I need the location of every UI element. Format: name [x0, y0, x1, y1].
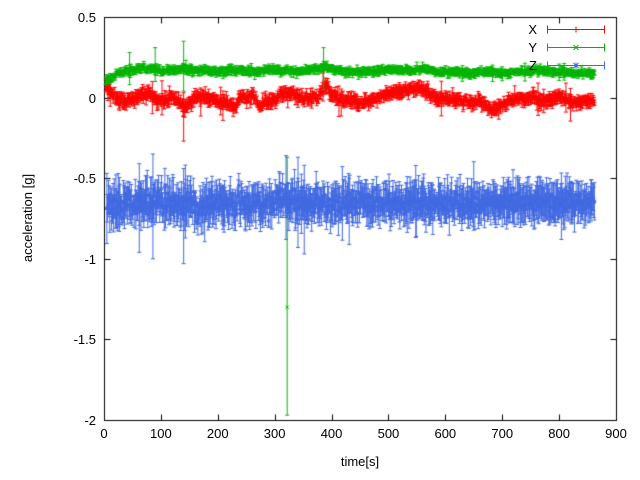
- y-tick-label: -1: [84, 251, 96, 267]
- y-tick-label: -2: [84, 413, 96, 428]
- y-tick-label: 0.5: [77, 10, 96, 25]
- y-tick-label: -0.5: [73, 171, 96, 187]
- legend-sample-x-errorbar-icon: [547, 25, 605, 33]
- legend-label-x: X: [528, 21, 537, 37]
- y-axis-tick-labels: 0.5 0 -0.5 -1 -1.5 -2: [0, 0, 96, 480]
- x-axis-tick-labels: 0 100 200 300 400 500 600 700 800 900: [0, 426, 640, 442]
- legend-label-y: Y: [528, 39, 537, 55]
- x-tick-label: 0: [100, 426, 108, 441]
- x-tick-label: 100: [150, 426, 172, 441]
- legend-sample-y-errorbar-icon: [547, 43, 605, 51]
- x-tick-label: 600: [434, 426, 457, 441]
- y-tick-label: 0: [88, 90, 96, 106]
- x-tick-label: 300: [263, 426, 286, 441]
- x-tick-label: 700: [491, 426, 514, 441]
- x-tick-label: 200: [206, 426, 229, 441]
- x-axis-title: time[s]: [340, 454, 380, 469]
- x-tick-label: 900: [605, 426, 627, 441]
- x-tick-label: 500: [377, 426, 400, 441]
- legend-entry-z: Z: [528, 57, 607, 73]
- x-tick-label: 800: [548, 426, 570, 441]
- y-tick-label: -1.5: [73, 332, 96, 348]
- legend-entry-y: Y: [528, 39, 607, 55]
- legend-entry-x: X: [528, 21, 607, 37]
- x-tick-label: 400: [320, 426, 343, 441]
- legend-label-z: Z: [529, 57, 537, 73]
- legend-sample-z-errorbar-icon: [547, 61, 605, 69]
